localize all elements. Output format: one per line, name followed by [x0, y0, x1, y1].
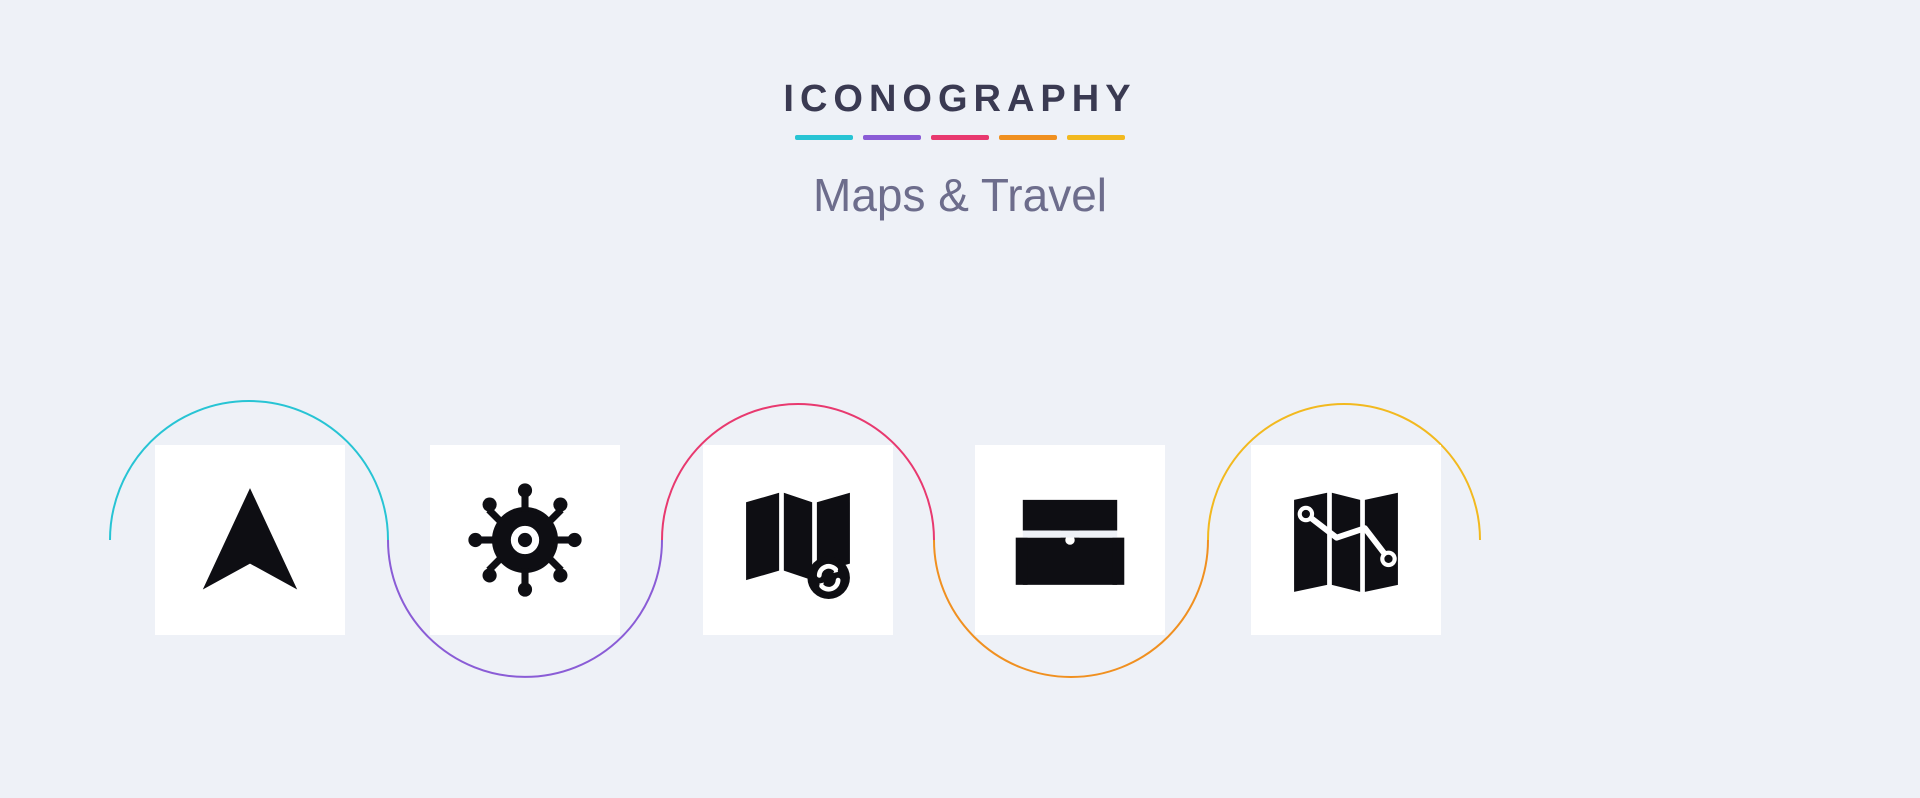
route-map-icon [1287, 481, 1405, 599]
card-route-map [1251, 445, 1441, 635]
map-sync-icon [739, 481, 857, 599]
card-treasure-chest [975, 445, 1165, 635]
wave-connector [0, 0, 1920, 798]
treasure-chest-icon [1011, 481, 1129, 599]
card-map-sync [703, 445, 893, 635]
navigation-arrow-icon [191, 481, 309, 599]
ship-wheel-icon [466, 481, 584, 599]
card-ship-wheel [430, 445, 620, 635]
card-navigation-arrow [155, 445, 345, 635]
